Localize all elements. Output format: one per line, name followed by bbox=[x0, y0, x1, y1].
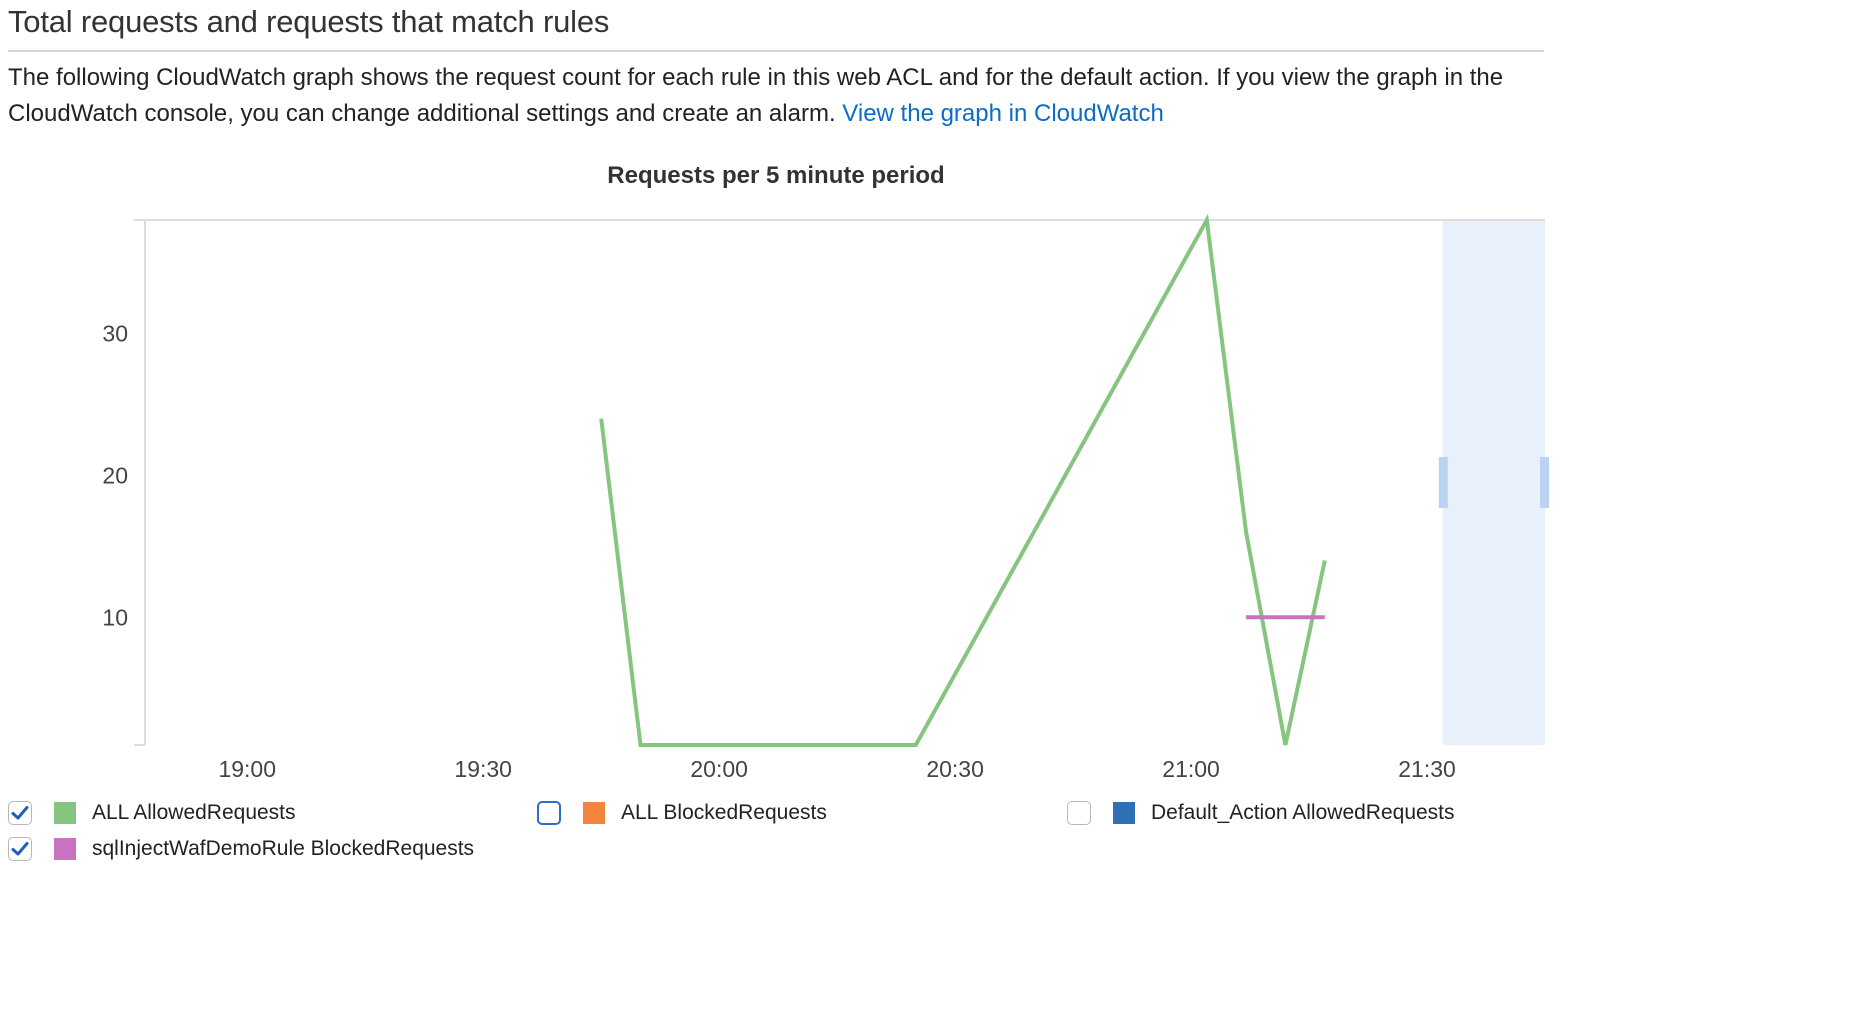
legend-label-all-allowed: ALL AllowedRequests bbox=[92, 801, 296, 824]
y-tick-label: 10 bbox=[102, 604, 128, 630]
legend-swatch-all-blocked bbox=[583, 802, 605, 824]
legend-label-sqlinject-blocked: sqlInjectWafDemoRule BlockedRequests bbox=[92, 837, 475, 860]
x-tick-label: 21:30 bbox=[1398, 756, 1456, 782]
legend-swatch-default-allowed bbox=[1113, 802, 1135, 824]
view-in-cloudwatch-link[interactable]: View the graph in CloudWatch bbox=[842, 100, 1164, 127]
highlight-handle-left bbox=[1438, 457, 1448, 508]
section-description: The following CloudWatch graph shows the… bbox=[8, 60, 1548, 132]
highlight-band bbox=[1442, 220, 1545, 745]
legend-checkbox-default-allowed[interactable] bbox=[1067, 801, 1091, 825]
x-tick-label: 19:00 bbox=[218, 756, 276, 782]
legend-item-default-allowed[interactable]: Default_Action AllowedRequests bbox=[1067, 797, 1455, 829]
checkmark-icon bbox=[11, 806, 29, 820]
chart-title: Requests per 5 minute period bbox=[607, 162, 945, 189]
legend-item-all-blocked[interactable]: ALL BlockedRequests bbox=[537, 797, 827, 829]
x-tick-label: 19:30 bbox=[454, 756, 512, 782]
legend-checkbox-all-allowed[interactable] bbox=[8, 801, 32, 825]
highlight-handle-right bbox=[1540, 457, 1549, 508]
series-line-0 bbox=[599, 213, 1327, 747]
title-divider bbox=[8, 50, 1544, 52]
x-tick-label: 20:00 bbox=[690, 756, 748, 782]
x-tick-label: 21:00 bbox=[1162, 756, 1220, 782]
legend-item-sqlinject-blocked[interactable]: sqlInjectWafDemoRule BlockedRequests bbox=[8, 833, 474, 865]
legend-item-all-allowed[interactable]: ALL AllowedRequests bbox=[8, 797, 296, 829]
checkmark-icon bbox=[11, 842, 29, 856]
x-tick-label: 20:30 bbox=[926, 756, 984, 782]
legend-label-default-allowed: Default_Action AllowedRequests bbox=[1151, 801, 1455, 824]
legend-label-all-blocked: ALL BlockedRequests bbox=[621, 801, 827, 824]
legend-checkbox-all-blocked[interactable] bbox=[537, 801, 561, 825]
requests-line-chart: 10 20 30 19:00 19:30 20:00 20:30 21:00 21:30 bbox=[102, 213, 1549, 782]
section-title: Total requests and requests that match r… bbox=[8, 4, 610, 39]
y-tick-label: 20 bbox=[102, 462, 128, 488]
legend-swatch-sqlinject-blocked bbox=[54, 838, 76, 860]
y-tick-label: 30 bbox=[102, 321, 128, 347]
legend-swatch-all-allowed bbox=[54, 802, 76, 824]
description-text: The following CloudWatch graph shows the… bbox=[8, 64, 1504, 127]
legend-checkbox-sqlinject-blocked[interactable] bbox=[8, 837, 32, 861]
